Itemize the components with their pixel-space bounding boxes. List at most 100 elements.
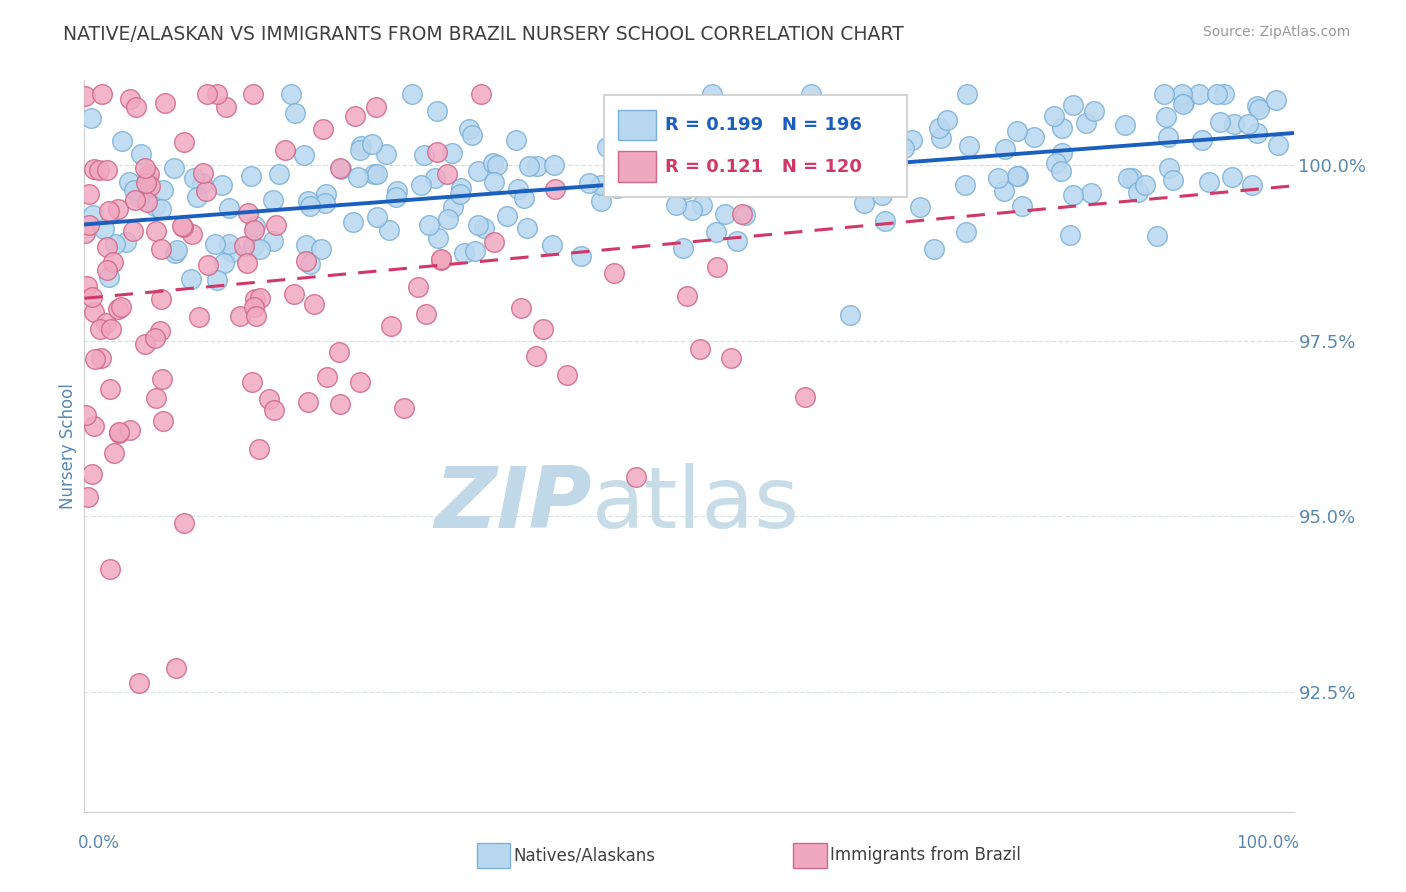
Point bbox=[423, 170, 446, 185]
Point bbox=[378, 223, 401, 237]
Point bbox=[294, 253, 316, 268]
FancyBboxPatch shape bbox=[617, 152, 657, 182]
Point bbox=[82, 467, 104, 481]
Point bbox=[122, 183, 145, 197]
Point bbox=[122, 224, 145, 238]
Point bbox=[1171, 87, 1194, 102]
Point bbox=[844, 130, 866, 145]
Point bbox=[505, 133, 527, 147]
Point bbox=[457, 122, 479, 136]
Point bbox=[98, 382, 121, 396]
Point bbox=[415, 307, 437, 321]
Point bbox=[215, 100, 238, 114]
Point bbox=[430, 252, 453, 267]
Point bbox=[183, 171, 205, 186]
Point bbox=[1265, 93, 1288, 107]
Point bbox=[993, 184, 1015, 198]
Point bbox=[955, 225, 977, 239]
Point bbox=[495, 209, 517, 223]
Point bbox=[437, 212, 460, 227]
Point bbox=[152, 414, 174, 428]
Point bbox=[180, 272, 202, 286]
Point bbox=[280, 87, 302, 102]
Point bbox=[665, 198, 688, 212]
Point bbox=[172, 220, 194, 235]
Point bbox=[240, 375, 263, 389]
Point bbox=[681, 203, 703, 218]
Point bbox=[482, 235, 505, 249]
Point bbox=[706, 260, 728, 274]
Text: R = 0.199   N = 196: R = 0.199 N = 196 bbox=[665, 116, 862, 134]
Point bbox=[470, 87, 492, 102]
Point bbox=[181, 227, 204, 241]
Point bbox=[734, 208, 756, 222]
Point bbox=[107, 202, 129, 217]
Point bbox=[350, 138, 373, 153]
Point bbox=[1076, 115, 1098, 129]
Point bbox=[730, 138, 752, 153]
Point bbox=[128, 190, 150, 204]
Point bbox=[1050, 121, 1073, 136]
Point bbox=[315, 186, 337, 201]
Point bbox=[626, 470, 648, 484]
Point bbox=[1022, 130, 1045, 145]
Point bbox=[1121, 170, 1143, 185]
Point bbox=[104, 236, 127, 251]
Point bbox=[274, 144, 297, 158]
Point bbox=[624, 179, 647, 194]
Point bbox=[543, 158, 565, 172]
Point bbox=[221, 245, 243, 260]
Point bbox=[725, 234, 748, 248]
Point bbox=[90, 351, 112, 365]
Point bbox=[707, 151, 730, 165]
Point bbox=[204, 237, 226, 252]
Point bbox=[385, 190, 408, 204]
Point bbox=[195, 185, 218, 199]
Point bbox=[744, 173, 766, 187]
Point bbox=[644, 166, 666, 180]
Point bbox=[98, 562, 121, 576]
Point bbox=[128, 676, 150, 690]
Point bbox=[752, 171, 775, 186]
Point bbox=[77, 186, 100, 201]
Point bbox=[1156, 110, 1178, 124]
Point bbox=[461, 128, 484, 143]
Point bbox=[315, 370, 337, 384]
Point bbox=[163, 246, 186, 260]
Point bbox=[425, 104, 447, 119]
Point bbox=[111, 134, 134, 148]
Point bbox=[1159, 161, 1181, 176]
Point bbox=[83, 419, 105, 434]
Point bbox=[484, 175, 506, 189]
Point bbox=[1083, 103, 1105, 118]
Point bbox=[959, 139, 981, 153]
Point bbox=[436, 167, 458, 181]
Point bbox=[76, 279, 98, 293]
Point bbox=[249, 242, 271, 256]
Point bbox=[205, 87, 228, 102]
Point bbox=[96, 162, 118, 177]
FancyBboxPatch shape bbox=[605, 95, 907, 197]
Point bbox=[1114, 118, 1136, 132]
Point bbox=[342, 215, 364, 229]
Point bbox=[101, 255, 124, 269]
Point bbox=[129, 146, 152, 161]
Point bbox=[720, 351, 742, 366]
Point bbox=[1246, 126, 1268, 140]
Point bbox=[149, 292, 172, 306]
Point bbox=[93, 222, 115, 236]
Point bbox=[544, 182, 567, 196]
Point bbox=[134, 336, 156, 351]
Point bbox=[453, 246, 475, 260]
Point bbox=[97, 204, 120, 219]
Point bbox=[96, 262, 118, 277]
Point bbox=[143, 331, 166, 345]
Point bbox=[364, 100, 387, 114]
Point bbox=[839, 308, 862, 322]
Point bbox=[526, 159, 548, 173]
Point bbox=[1223, 117, 1246, 131]
Point bbox=[75, 408, 97, 422]
Point bbox=[211, 178, 233, 193]
Point bbox=[1240, 178, 1263, 193]
Point bbox=[207, 273, 229, 287]
